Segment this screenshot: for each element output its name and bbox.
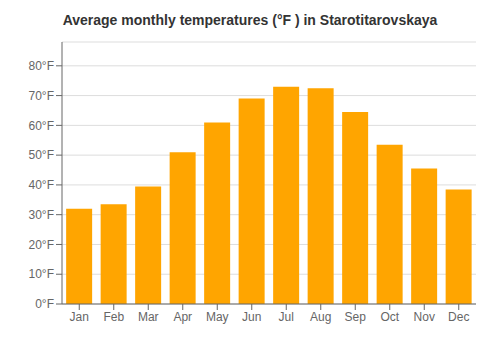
svg-text:May: May: [206, 310, 229, 324]
svg-text:Mar: Mar: [138, 310, 159, 324]
svg-text:70°F: 70°F: [29, 89, 54, 103]
svg-text:Aug: Aug: [310, 310, 331, 324]
svg-text:0°F: 0°F: [35, 297, 54, 311]
svg-text:Jun: Jun: [242, 310, 261, 324]
svg-text:40°F: 40°F: [29, 178, 54, 192]
svg-text:30°F: 30°F: [29, 208, 54, 222]
svg-text:Oct: Oct: [380, 310, 399, 324]
svg-text:Dec: Dec: [448, 310, 469, 324]
svg-text:10°F: 10°F: [29, 267, 54, 281]
svg-text:50°F: 50°F: [29, 148, 54, 162]
svg-text:Jul: Jul: [279, 310, 294, 324]
svg-text:60°F: 60°F: [29, 119, 54, 133]
svg-text:Nov: Nov: [414, 310, 435, 324]
html-text:Average monthly temperatures (: Average monthly temperatures (°F ) in St…: [62, 12, 438, 28]
svg-text:Feb: Feb: [103, 310, 124, 324]
svg-text:Sep: Sep: [345, 310, 367, 324]
svg-text:20°F: 20°F: [29, 238, 54, 252]
svg-text:80°F: 80°F: [29, 59, 54, 73]
svg-text:Apr: Apr: [173, 310, 192, 324]
svg-text:Jan: Jan: [70, 310, 89, 324]
